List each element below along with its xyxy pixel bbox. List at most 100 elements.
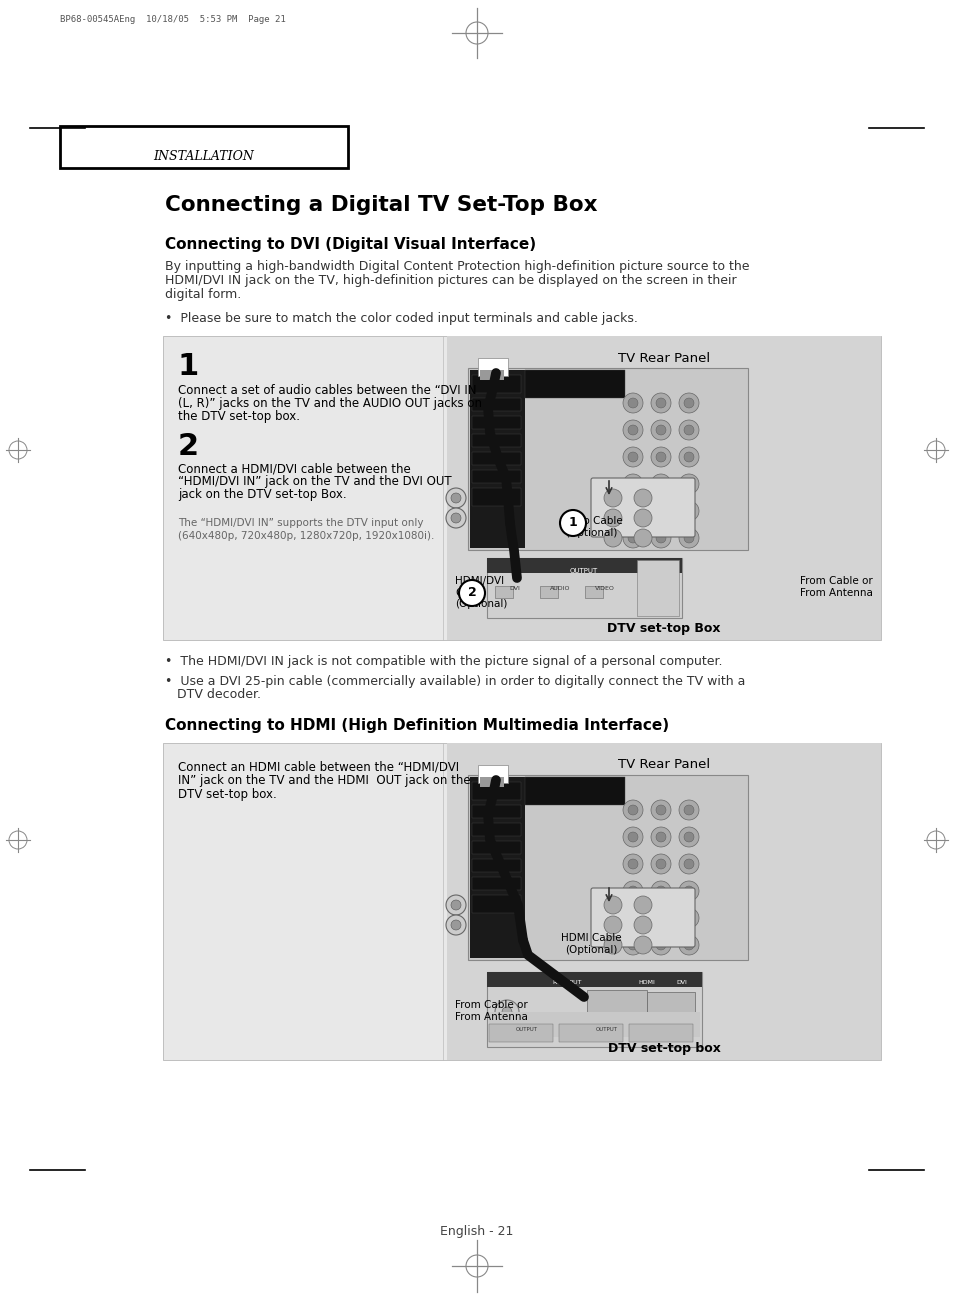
Bar <box>472 470 520 483</box>
Circle shape <box>501 1007 512 1018</box>
Circle shape <box>679 474 699 495</box>
Circle shape <box>656 506 665 517</box>
Text: Connect a set of audio cables between the “DVI IN: Connect a set of audio cables between th… <box>178 384 476 397</box>
Bar <box>447 742 880 1060</box>
Circle shape <box>634 896 651 914</box>
Bar <box>472 859 520 872</box>
Text: INSTALLATION: INSTALLATION <box>153 151 254 164</box>
Circle shape <box>683 887 693 896</box>
Bar <box>472 398 520 411</box>
Circle shape <box>683 506 693 517</box>
Text: HDMI: HDMI <box>638 980 655 985</box>
Circle shape <box>650 935 670 955</box>
Circle shape <box>446 915 465 935</box>
Circle shape <box>622 474 642 495</box>
Circle shape <box>446 488 465 508</box>
Circle shape <box>683 533 693 543</box>
Text: DTV set-top box.: DTV set-top box. <box>178 788 276 801</box>
Circle shape <box>656 940 665 950</box>
Circle shape <box>656 533 665 543</box>
Circle shape <box>650 528 670 548</box>
Text: IN” jack on the TV and the HDMI  OUT jack on the: IN” jack on the TV and the HDMI OUT jack… <box>178 774 470 787</box>
Circle shape <box>603 530 621 546</box>
Circle shape <box>446 896 465 915</box>
Bar <box>472 375 520 393</box>
Bar <box>477 765 507 783</box>
Circle shape <box>559 510 585 536</box>
Bar <box>472 877 520 890</box>
Bar <box>477 358 507 376</box>
Circle shape <box>650 421 670 440</box>
Bar <box>584 585 602 598</box>
Bar <box>472 415 520 430</box>
Text: AUDIO: AUDIO <box>549 585 570 591</box>
Bar <box>472 452 520 465</box>
Text: OUTPUT: OUTPUT <box>569 569 598 574</box>
Text: By inputting a high-bandwidth Digital Content Protection high-definition picture: By inputting a high-bandwidth Digital Co… <box>165 260 749 273</box>
Circle shape <box>622 800 642 820</box>
Circle shape <box>627 805 638 815</box>
Text: TV Rear Panel: TV Rear Panel <box>618 352 709 365</box>
Circle shape <box>627 859 638 868</box>
Circle shape <box>650 881 670 901</box>
Bar <box>486 558 681 572</box>
Circle shape <box>622 447 642 467</box>
Circle shape <box>634 509 651 527</box>
Bar <box>646 992 695 1022</box>
Bar <box>637 559 679 617</box>
Circle shape <box>683 805 693 815</box>
Circle shape <box>627 506 638 517</box>
Circle shape <box>627 912 638 923</box>
Circle shape <box>603 509 621 527</box>
Bar <box>479 370 503 380</box>
Text: HDMI/DVI
Cable
(Optional): HDMI/DVI Cable (Optional) <box>455 576 507 609</box>
Circle shape <box>656 912 665 923</box>
Circle shape <box>627 533 638 543</box>
Circle shape <box>451 513 460 523</box>
Circle shape <box>650 393 670 413</box>
Text: HDMI Cable
(Optional): HDMI Cable (Optional) <box>560 933 620 954</box>
Text: the DTV set-top box.: the DTV set-top box. <box>178 410 299 423</box>
Circle shape <box>495 999 518 1024</box>
Bar <box>524 370 624 398</box>
Text: OUTPUT: OUTPUT <box>516 1027 537 1032</box>
Circle shape <box>650 474 670 495</box>
Bar <box>472 434 520 447</box>
Text: RF INPUT: RF INPUT <box>552 980 580 985</box>
Circle shape <box>683 398 693 408</box>
Bar <box>163 742 880 1060</box>
Circle shape <box>634 936 651 954</box>
Bar <box>486 558 681 618</box>
Bar <box>586 990 646 1022</box>
Circle shape <box>458 580 484 606</box>
Circle shape <box>679 421 699 440</box>
Text: “HDMI/DVI IN” jack on the TV and the DVI OUT: “HDMI/DVI IN” jack on the TV and the DVI… <box>178 475 451 488</box>
Text: English - 21: English - 21 <box>440 1225 513 1238</box>
Circle shape <box>679 528 699 548</box>
Circle shape <box>622 827 642 848</box>
Text: Connect a HDMI/DVI cable between the: Connect a HDMI/DVI cable between the <box>178 462 411 475</box>
Text: Audio Cable
(Optional): Audio Cable (Optional) <box>559 517 621 537</box>
Bar <box>489 1012 700 1037</box>
Text: 2: 2 <box>467 587 476 600</box>
Circle shape <box>650 800 670 820</box>
FancyBboxPatch shape <box>590 478 695 537</box>
Circle shape <box>656 859 665 868</box>
FancyBboxPatch shape <box>590 888 695 948</box>
Text: HDMI/DVI IN jack on the TV, high-definition pictures can be displayed on the scr: HDMI/DVI IN jack on the TV, high-definit… <box>165 274 736 287</box>
Circle shape <box>627 887 638 896</box>
Circle shape <box>656 452 665 462</box>
Circle shape <box>451 900 460 910</box>
Circle shape <box>622 528 642 548</box>
Circle shape <box>679 501 699 520</box>
Bar <box>489 1024 553 1042</box>
Bar <box>472 841 520 854</box>
Circle shape <box>622 393 642 413</box>
Bar <box>472 805 520 818</box>
Text: Connect an HDMI cable between the “HDMI/DVI: Connect an HDMI cable between the “HDMI/… <box>178 761 458 774</box>
Bar <box>486 972 701 1047</box>
Text: 1: 1 <box>178 352 199 382</box>
Circle shape <box>627 452 638 462</box>
Circle shape <box>679 447 699 467</box>
Circle shape <box>656 398 665 408</box>
